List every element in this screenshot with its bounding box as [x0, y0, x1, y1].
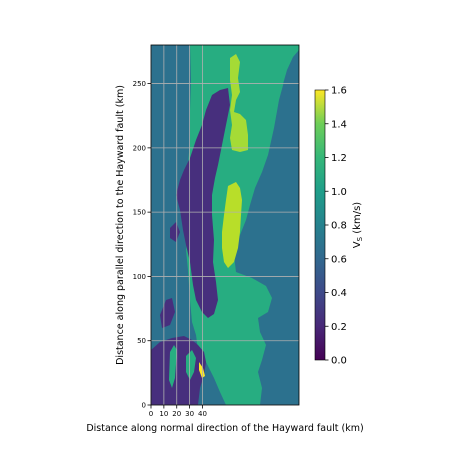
colorbar-tick-label: 1.4 — [331, 119, 347, 130]
region-west-lvz — [176, 88, 230, 318]
colorbar-tick-label: 1.0 — [331, 187, 347, 198]
colorbar-tick-label: 0.0 — [331, 356, 347, 367]
y-tick-label: 250 — [133, 80, 146, 88]
region-hv-speck — [199, 362, 205, 378]
x-axis-label: Distance along normal direction of the H… — [86, 423, 363, 434]
y-tick-label: 100 — [133, 273, 146, 281]
region-west-patch-2 — [170, 222, 180, 242]
colorbar-tick-label: 0.8 — [331, 221, 347, 232]
region-hv-strip-central — [222, 182, 242, 268]
plot-frame — [150, 44, 300, 406]
x-tick-label: 20 — [172, 410, 181, 418]
colorbar-tick-label: 1.2 — [331, 153, 347, 164]
y-axis-ticks: 0 50 100 150 200 250 — [133, 80, 151, 410]
y-tick-label: 0 — [142, 402, 146, 410]
colorbar-tick-label: 1.6 — [331, 86, 347, 97]
colorbar-label-sub: S — [356, 236, 364, 241]
plot-area — [151, 45, 299, 405]
x-tick-label: 0 — [149, 410, 153, 418]
y-tick-label: 50 — [137, 337, 146, 345]
region-south-lvz — [151, 336, 206, 405]
y-axis-label: Distance along parallel direction to the… — [115, 85, 126, 365]
colorbar-ticks: 0.0 0.2 0.4 0.6 0.8 1.0 1.2 1.4 1.6 — [325, 86, 347, 367]
x-tick-label: 30 — [185, 410, 194, 418]
colorbar-label-unit: (km/s) — [352, 202, 363, 237]
region-hv-strip-north — [230, 54, 248, 152]
colorbar-tick-label: 0.4 — [331, 288, 347, 299]
x-axis-ticks: 0 10 20 30 40 — [149, 405, 207, 418]
colorbar-tick-label: 0.6 — [331, 254, 347, 265]
y-tick-label: 150 — [133, 209, 146, 217]
x-tick-label: 10 — [159, 410, 168, 418]
region-sw-splinter — [169, 345, 177, 388]
colorbar-label-main: V — [352, 241, 363, 248]
colorbar-label: VS (km/s) — [352, 202, 364, 248]
y-tick-label: 200 — [133, 144, 146, 152]
region-east-patch — [283, 45, 299, 87]
colorbar-tick-label: 0.2 — [331, 322, 347, 333]
colorbar — [314, 89, 326, 361]
x-tick-label: 40 — [198, 410, 207, 418]
grid — [151, 45, 299, 405]
region-sw-splinter-2 — [186, 350, 196, 380]
